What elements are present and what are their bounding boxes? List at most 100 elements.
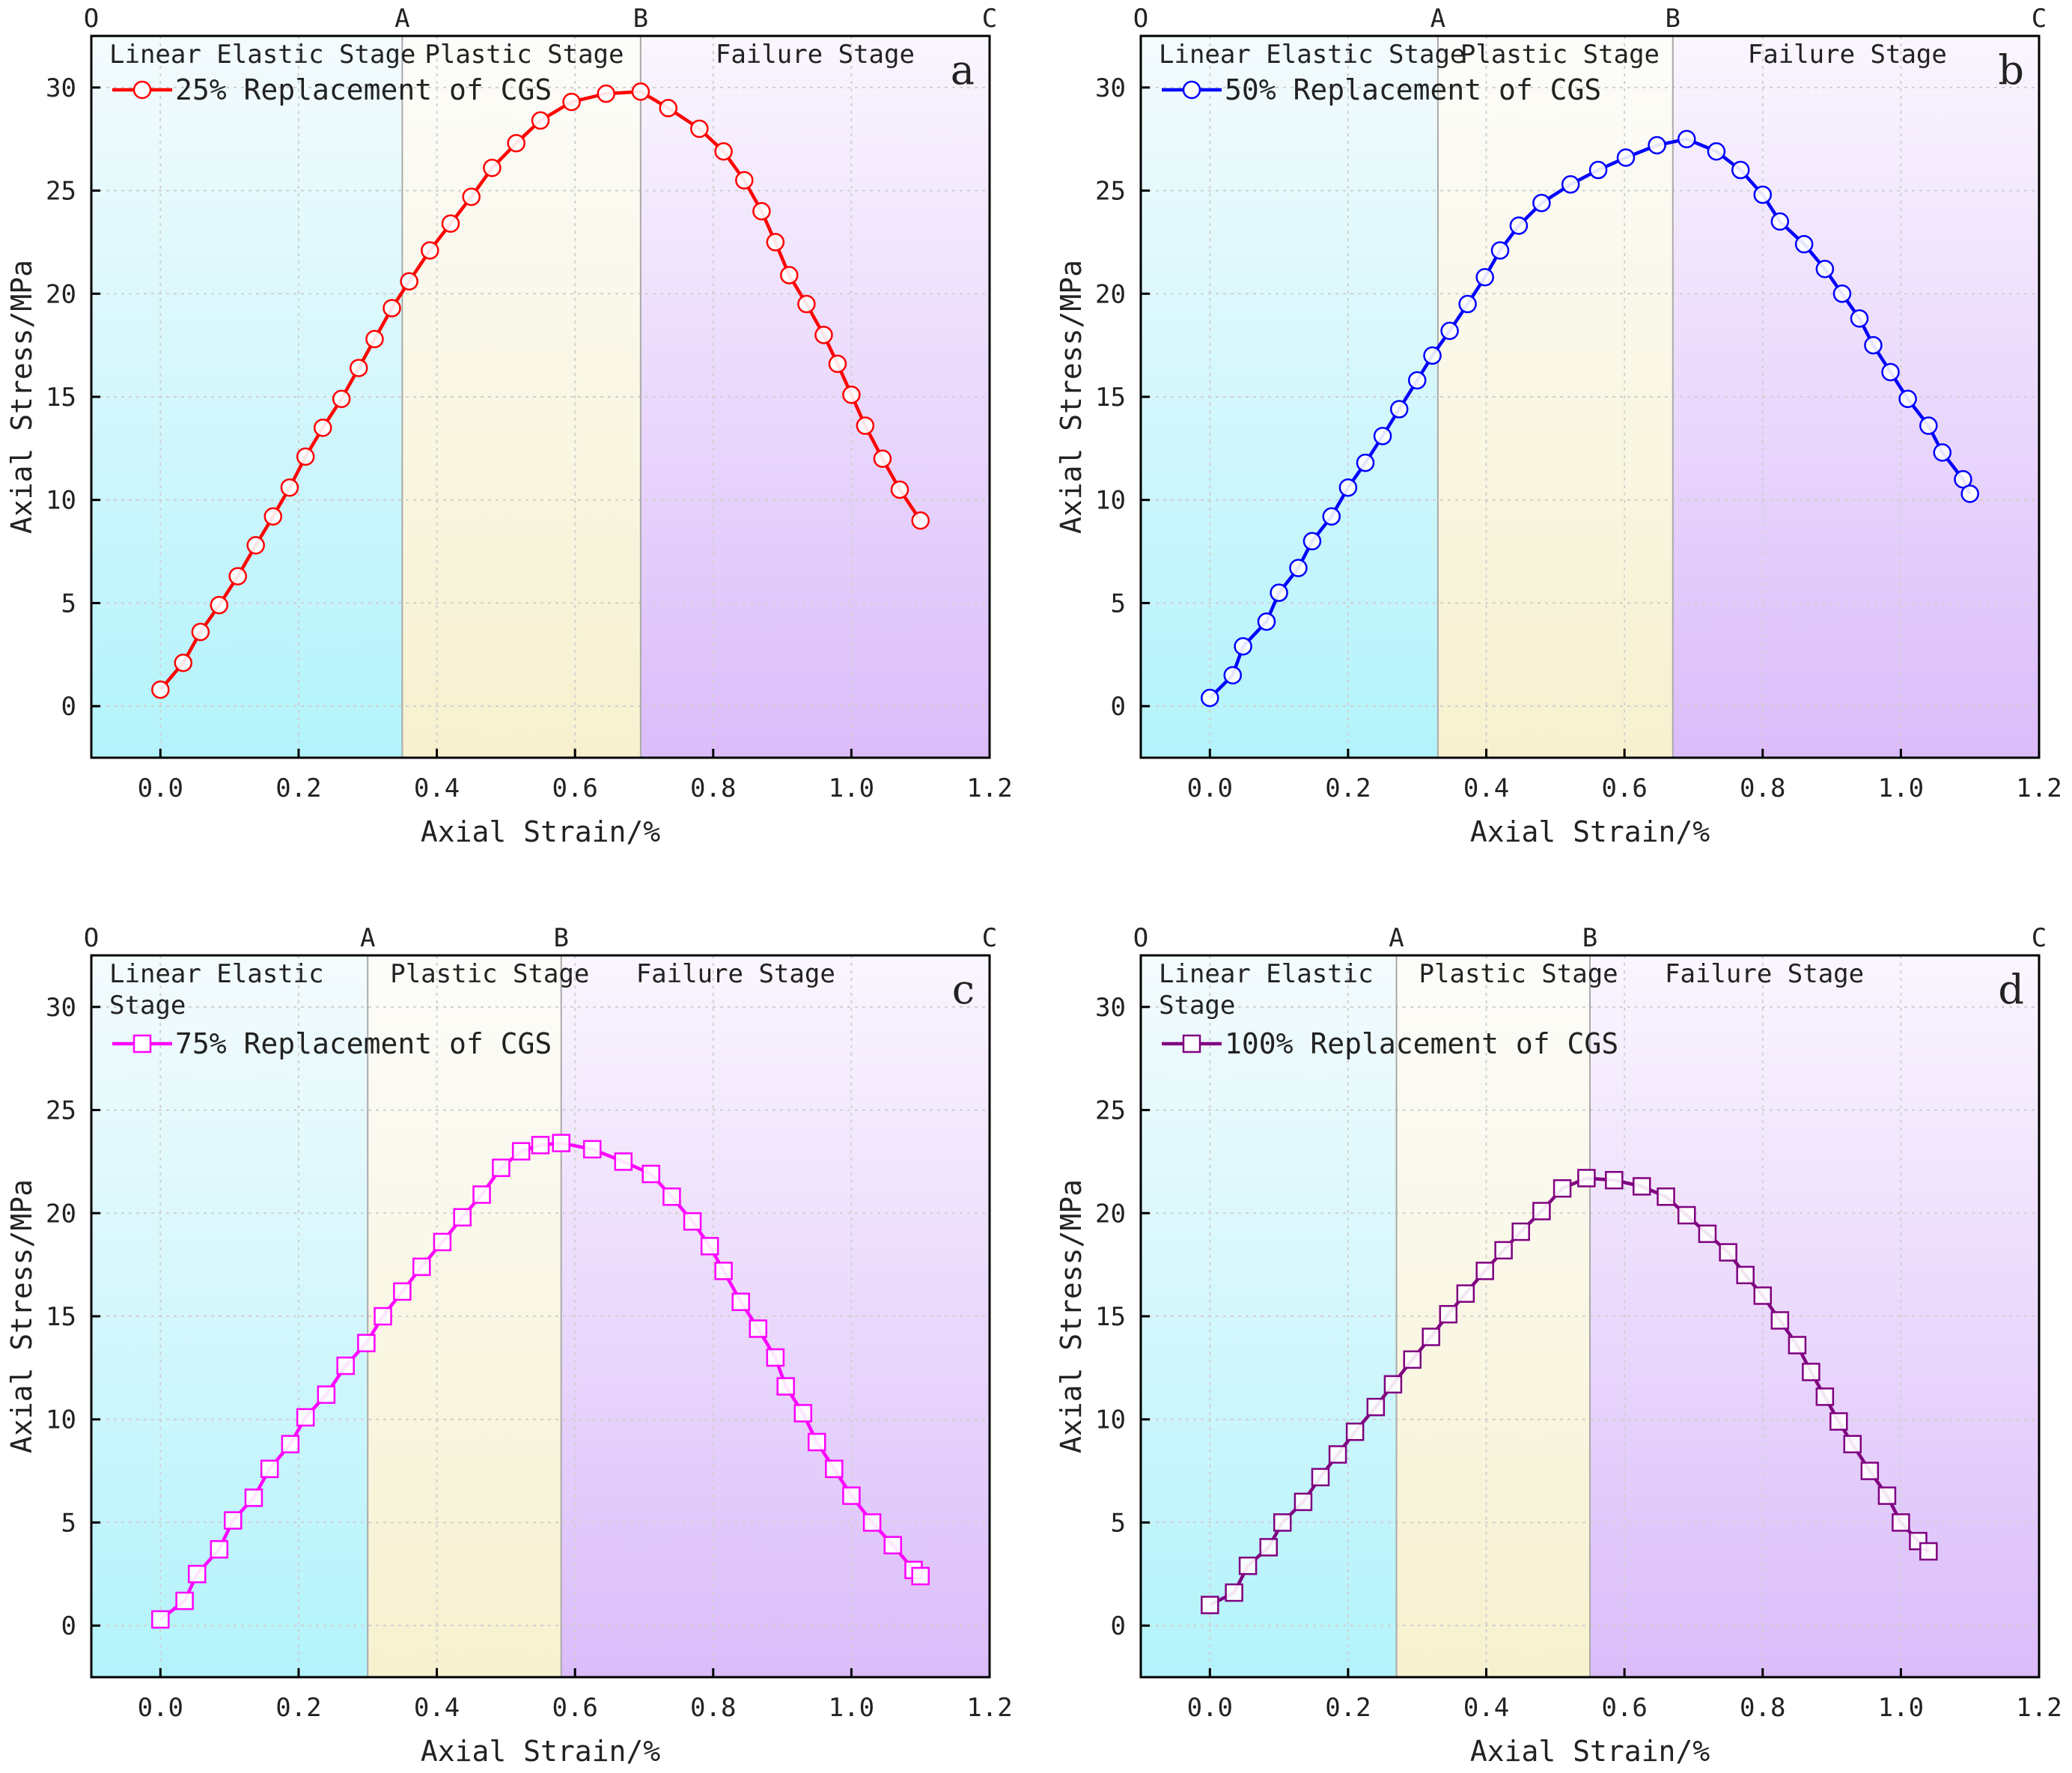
stage-label-plastic: Plastic Stage — [1419, 959, 1618, 989]
top-label-B: B — [633, 4, 648, 34]
top-label-C: C — [982, 923, 997, 953]
data-point — [175, 1591, 194, 1611]
data-point — [1860, 1462, 1880, 1480]
data-point — [731, 1292, 750, 1311]
data-point — [1648, 136, 1666, 155]
data-point — [1698, 1224, 1717, 1244]
data-point — [228, 567, 247, 586]
data-point — [1302, 532, 1322, 551]
chart-panel-b: 0.0 0.2 0.4 0.6 0.8 1.0 1.2 0 5 10 15 20 25 30 O A B C Axi… — [1055, 4, 2062, 848]
data-point — [793, 1404, 813, 1423]
data-point — [1770, 1311, 1790, 1330]
data-point — [433, 1232, 452, 1252]
top-label-A: A — [1389, 923, 1404, 953]
y-axis-label: Axial Stress/MPa — [5, 1179, 38, 1453]
data-point — [1289, 559, 1308, 577]
data-point — [281, 1435, 300, 1454]
data-point — [1616, 148, 1636, 167]
data-point — [807, 1432, 826, 1452]
stage-label-elastic: Stage — [1159, 991, 1235, 1021]
data-point — [842, 1486, 861, 1505]
data-point — [296, 447, 315, 466]
data-point — [749, 1319, 768, 1338]
y-tick-label: 25 — [46, 177, 76, 207]
y-tick-label: 0 — [61, 692, 76, 722]
x-tick-label: 0.4 — [1463, 773, 1509, 803]
data-point — [714, 142, 733, 161]
data-point — [223, 1511, 243, 1530]
x-tick-label: 0.8 — [690, 773, 736, 803]
data-point — [862, 1513, 882, 1532]
y-tick-label: 20 — [1095, 1199, 1126, 1229]
y-tick-label: 5 — [61, 1508, 76, 1538]
data-point — [1532, 193, 1551, 213]
data-point — [552, 1134, 570, 1152]
data-point — [662, 1187, 681, 1206]
data-point — [1815, 259, 1835, 279]
x-tick-label: 0.2 — [1325, 773, 1371, 803]
x-tick-label: 1.2 — [966, 1693, 1012, 1723]
data-point — [1366, 1397, 1386, 1417]
data-point — [151, 1610, 170, 1629]
data-point — [1373, 427, 1392, 445]
data-point — [1919, 416, 1938, 435]
x-tick-label: 0.0 — [138, 773, 183, 803]
stage-label-plastic: Plastic Stage — [1460, 40, 1660, 70]
x-tick-label: 1.0 — [829, 773, 874, 803]
data-point — [1898, 389, 1917, 409]
x-tick-label: 0.0 — [1187, 1693, 1233, 1723]
data-point — [400, 272, 418, 291]
stage-label-elastic: Linear Elastic Stage — [1159, 40, 1465, 70]
data-point — [1954, 469, 1972, 489]
data-point — [280, 478, 299, 497]
top-label-B: B — [553, 923, 568, 953]
data-point — [814, 326, 833, 344]
data-point — [911, 511, 930, 530]
data-point — [597, 84, 615, 103]
data-point — [383, 299, 401, 317]
y-tick-label: 0 — [1111, 692, 1126, 722]
data-point — [1440, 321, 1459, 341]
data-point — [191, 622, 210, 642]
stage-label-elastic: Linear Elastic — [109, 959, 324, 989]
data-point — [313, 419, 332, 437]
top-label-A: A — [394, 4, 409, 34]
data-point — [374, 1307, 392, 1326]
series-line — [1208, 137, 1972, 699]
top-label-O: O — [1133, 4, 1148, 34]
data-point — [1259, 1538, 1279, 1557]
top-label-O: O — [84, 923, 99, 953]
data-point — [1657, 1187, 1675, 1206]
data-point — [1919, 1542, 1938, 1561]
data-point — [1389, 400, 1409, 419]
data-point — [244, 1488, 263, 1507]
top-label-A: A — [360, 923, 375, 953]
data-point — [766, 1348, 785, 1367]
top-label-O: O — [1133, 923, 1148, 953]
data-point — [735, 171, 754, 190]
top-label-C: C — [982, 4, 997, 34]
y-tick-label: 0 — [61, 1611, 76, 1641]
stage-label-elastic: Stage — [109, 991, 186, 1021]
data-point — [582, 1140, 602, 1159]
y-tick-label: 15 — [1095, 1302, 1126, 1332]
y-tick-label: 5 — [1111, 589, 1126, 618]
y-tick-label: 30 — [46, 993, 76, 1023]
data-point — [631, 82, 650, 101]
data-point — [1270, 583, 1288, 602]
series-line — [1209, 1176, 1930, 1607]
data-point — [700, 1237, 719, 1256]
data-point — [296, 1408, 315, 1427]
data-point — [797, 294, 816, 314]
y-tick-label: 5 — [61, 589, 76, 618]
data-point — [1877, 1486, 1897, 1505]
data-point — [246, 536, 265, 555]
data-point — [511, 1142, 531, 1161]
data-point — [1707, 142, 1726, 161]
data-point — [614, 1152, 633, 1171]
data-point — [412, 1257, 431, 1277]
data-point — [1553, 1179, 1572, 1198]
data-point — [752, 201, 771, 221]
data-point — [1439, 1304, 1458, 1324]
data-point — [1322, 507, 1341, 526]
